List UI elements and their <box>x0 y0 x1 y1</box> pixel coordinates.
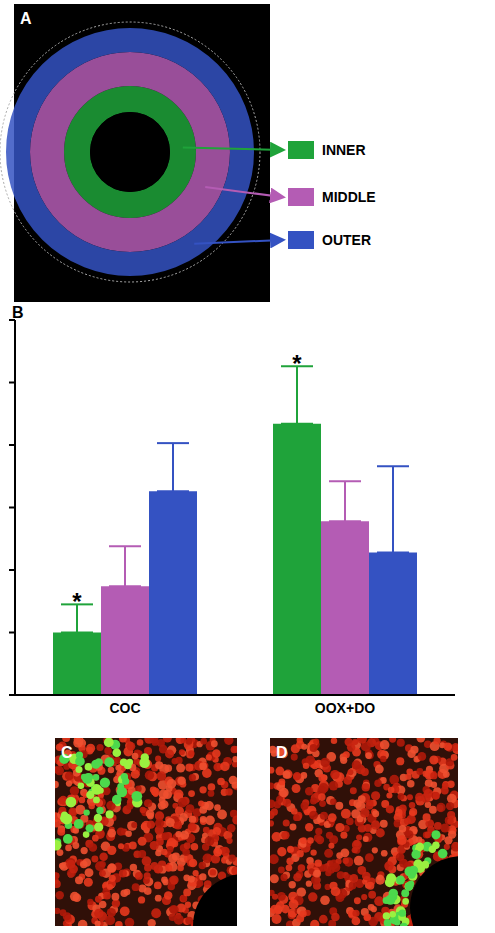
svg-text:OUTER: OUTER <box>322 232 371 248</box>
svg-text:D: D <box>276 744 288 761</box>
svg-text:COC: COC <box>109 700 140 716</box>
svg-text:INNER: INNER <box>322 142 366 158</box>
svg-text:*: * <box>72 588 82 615</box>
svg-text:MIDDLE: MIDDLE <box>322 189 376 205</box>
svg-text:C: C <box>61 744 73 761</box>
svg-text:OOX+DO: OOX+DO <box>315 700 375 716</box>
html-text:B: B <box>12 304 24 321</box>
svg-text:*: * <box>292 350 302 377</box>
svg-text:A: A <box>20 10 32 27</box>
